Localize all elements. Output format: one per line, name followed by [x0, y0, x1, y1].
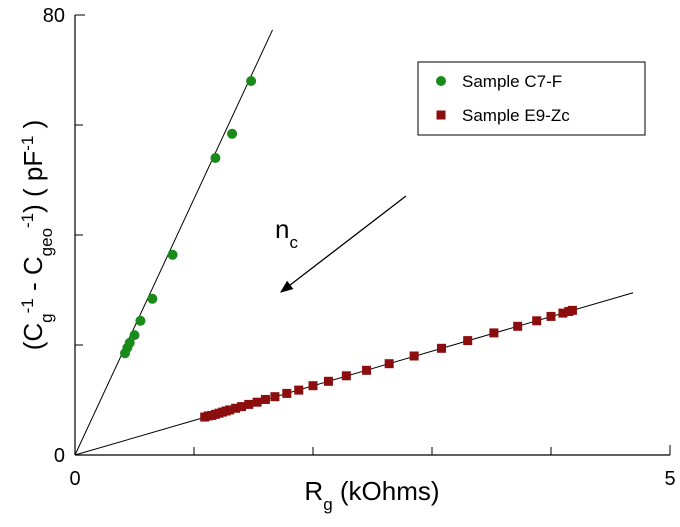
- y-label-part: - C: [18, 256, 48, 298]
- point: [147, 293, 158, 304]
- legend-marker: [436, 110, 446, 120]
- y-tick-label: 0: [54, 445, 65, 467]
- point: [513, 321, 523, 331]
- point: [260, 394, 270, 404]
- point: [546, 311, 556, 321]
- x-tick-label: 5: [664, 468, 675, 490]
- y-label-part: geo: [37, 228, 56, 256]
- point: [409, 351, 419, 361]
- point: [308, 381, 318, 391]
- legend-label: Sample C7-F: [462, 72, 562, 91]
- annotation: nc: [275, 214, 298, 252]
- legend-label: Sample E9-Zc: [462, 106, 570, 125]
- point: [227, 128, 238, 139]
- point: [135, 315, 146, 326]
- fit-line: [74, 29, 273, 456]
- point: [282, 388, 292, 398]
- legend-marker: [436, 76, 446, 86]
- x-axis-label: Rg (kOhms): [304, 476, 439, 514]
- point: [489, 328, 499, 338]
- y-label-part: (C: [18, 323, 48, 350]
- point: [237, 402, 247, 412]
- point: [270, 392, 280, 402]
- x-label-part: R: [304, 476, 323, 506]
- point: [246, 76, 257, 86]
- x-tick-label: 0: [69, 468, 80, 490]
- point: [532, 316, 542, 326]
- y-axis-label: (Cg-1 - Cgeo-1) ( pF-1 ): [18, 120, 56, 351]
- x-label-part: g: [323, 495, 332, 514]
- point: [362, 365, 372, 375]
- point: [244, 399, 254, 409]
- point: [124, 337, 135, 348]
- point: [210, 153, 221, 163]
- y-label-part: ): [18, 120, 48, 136]
- point: [225, 405, 235, 415]
- point: [323, 376, 333, 386]
- point: [252, 397, 262, 407]
- point: [558, 308, 568, 318]
- point: [463, 336, 473, 346]
- legend-box: [417, 61, 646, 136]
- point: [129, 330, 140, 341]
- point: [384, 359, 394, 369]
- y-label-part: -1: [18, 213, 37, 228]
- point: [167, 249, 178, 260]
- point: [231, 403, 241, 413]
- point: [294, 385, 304, 395]
- y-label-part: -1: [18, 136, 37, 151]
- annotation-arrow: [279, 195, 407, 293]
- y-label-part: -1: [18, 298, 37, 313]
- y-tick-label: 80: [43, 5, 65, 27]
- point: [437, 343, 447, 353]
- point: [341, 371, 351, 381]
- point: [567, 305, 577, 315]
- y-label-part: ) ( pF: [18, 151, 48, 213]
- y-label-part: g: [37, 313, 56, 322]
- x-label-part: (kOhms): [333, 476, 440, 506]
